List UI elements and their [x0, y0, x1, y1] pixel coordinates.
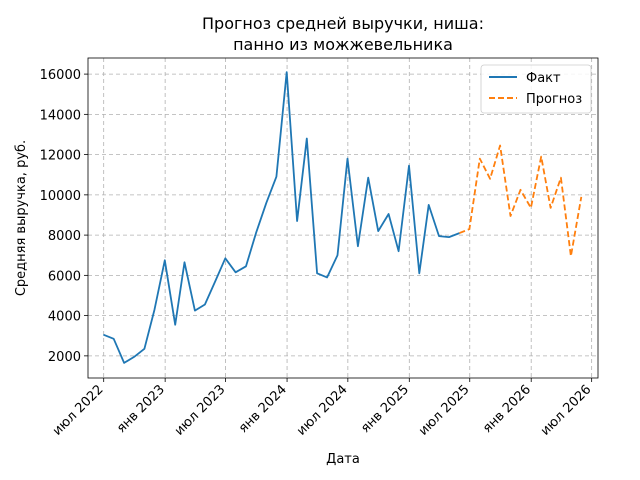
- legend: Факт Прогноз: [480, 64, 592, 114]
- x-tick-label: янв 2025: [358, 382, 412, 436]
- x-axis: июл 2022 янв 2023 июл 2023 янв 2024 июл 2024…: [50, 378, 594, 439]
- chart-title-line-2: панно из можжевельника: [233, 35, 453, 54]
- y-axis: 2000 4000 6000 8000 10000 12000 14000 16000: [40, 68, 88, 365]
- legend-label-fact: Факт: [526, 71, 561, 86]
- y-tick-label: 4000: [48, 310, 81, 325]
- x-tick-label: июл 2024: [294, 382, 351, 439]
- x-axis-label: Дата: [326, 452, 360, 467]
- chart-title-line-1: Прогноз средней выручки, ниша:: [202, 14, 484, 33]
- x-tick-label: июл 2025: [416, 382, 473, 439]
- y-tick-label: 6000: [48, 269, 81, 284]
- y-tick-label: 14000: [40, 108, 81, 123]
- x-tick-label: июл 2022: [50, 382, 107, 439]
- legend-label-forecast: Прогноз: [526, 92, 582, 107]
- y-tick-label: 8000: [48, 229, 81, 244]
- x-tick-label: янв 2023: [114, 382, 168, 436]
- y-tick-label: 2000: [48, 350, 81, 365]
- series-line-forecast: [459, 144, 583, 258]
- x-tick-label: июл 2026: [538, 382, 595, 439]
- x-tick-label: янв 2024: [236, 382, 290, 436]
- y-axis-label: Средняя выручка, руб.: [14, 140, 29, 296]
- y-tick-label: 16000: [40, 68, 81, 83]
- plot-frame: [87, 57, 599, 379]
- x-tick-label: июл 2023: [172, 382, 229, 439]
- y-tick-label: 10000: [40, 189, 81, 204]
- y-tick-label: 12000: [40, 149, 81, 164]
- series-lines: [103, 71, 583, 364]
- x-tick-label: янв 2026: [480, 382, 534, 436]
- series-line-fact: [103, 71, 460, 364]
